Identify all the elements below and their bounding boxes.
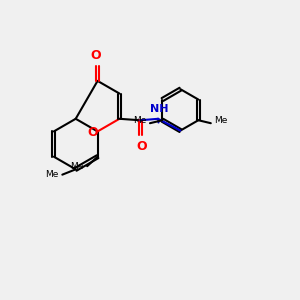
- Text: O: O: [136, 140, 147, 153]
- Text: Me: Me: [214, 116, 228, 125]
- Text: O: O: [91, 50, 101, 62]
- Text: Me: Me: [70, 162, 84, 171]
- Text: O: O: [87, 126, 98, 140]
- Text: Me: Me: [45, 170, 59, 179]
- Text: Me: Me: [133, 116, 146, 125]
- Text: NH: NH: [150, 104, 169, 114]
